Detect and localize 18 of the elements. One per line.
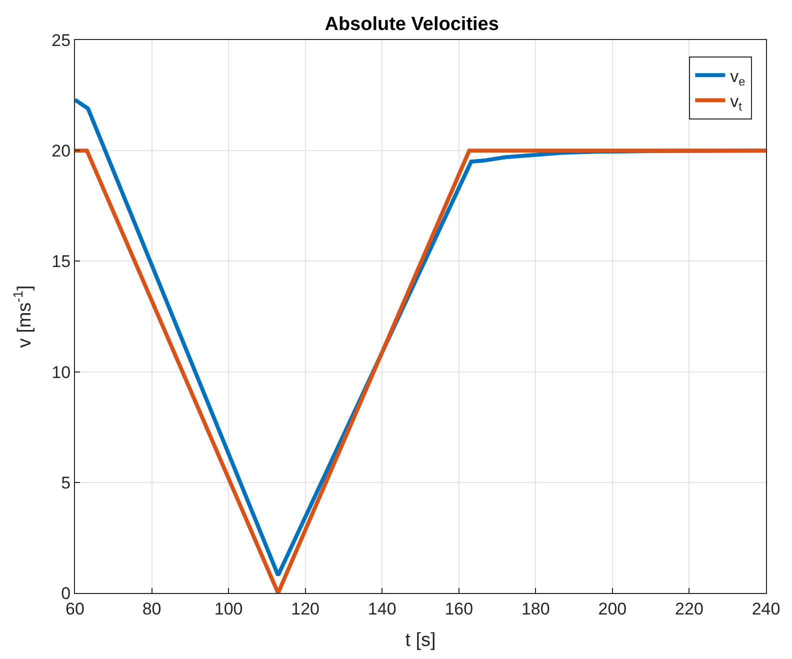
x-tick-label: 80 [142,599,162,618]
x-axis-title: t [s] [405,630,436,652]
x-tick-label: 240 [752,599,780,618]
y-tick-label: 25 [52,30,71,50]
x-tick-label: 140 [368,599,396,618]
x-tick-label: 100 [214,599,243,618]
legend-label: v$_{e}$ [730,66,746,88]
y-tick-label: 10 [52,362,71,382]
chart-title: Absolute Velocities [324,14,499,35]
x-tick-label: 200 [598,599,627,618]
x-tick-label: 180 [521,599,550,618]
y-tick-label: 20 [52,142,71,161]
y-tick-label: 15 [52,252,71,272]
y-tick-label: 5 [61,473,71,492]
legend-label: v$_{t}$ [730,92,743,114]
x-tick-label: 220 [675,599,704,618]
x-tick-label: 120 [291,599,320,618]
x-tick-label: 160 [444,599,474,618]
